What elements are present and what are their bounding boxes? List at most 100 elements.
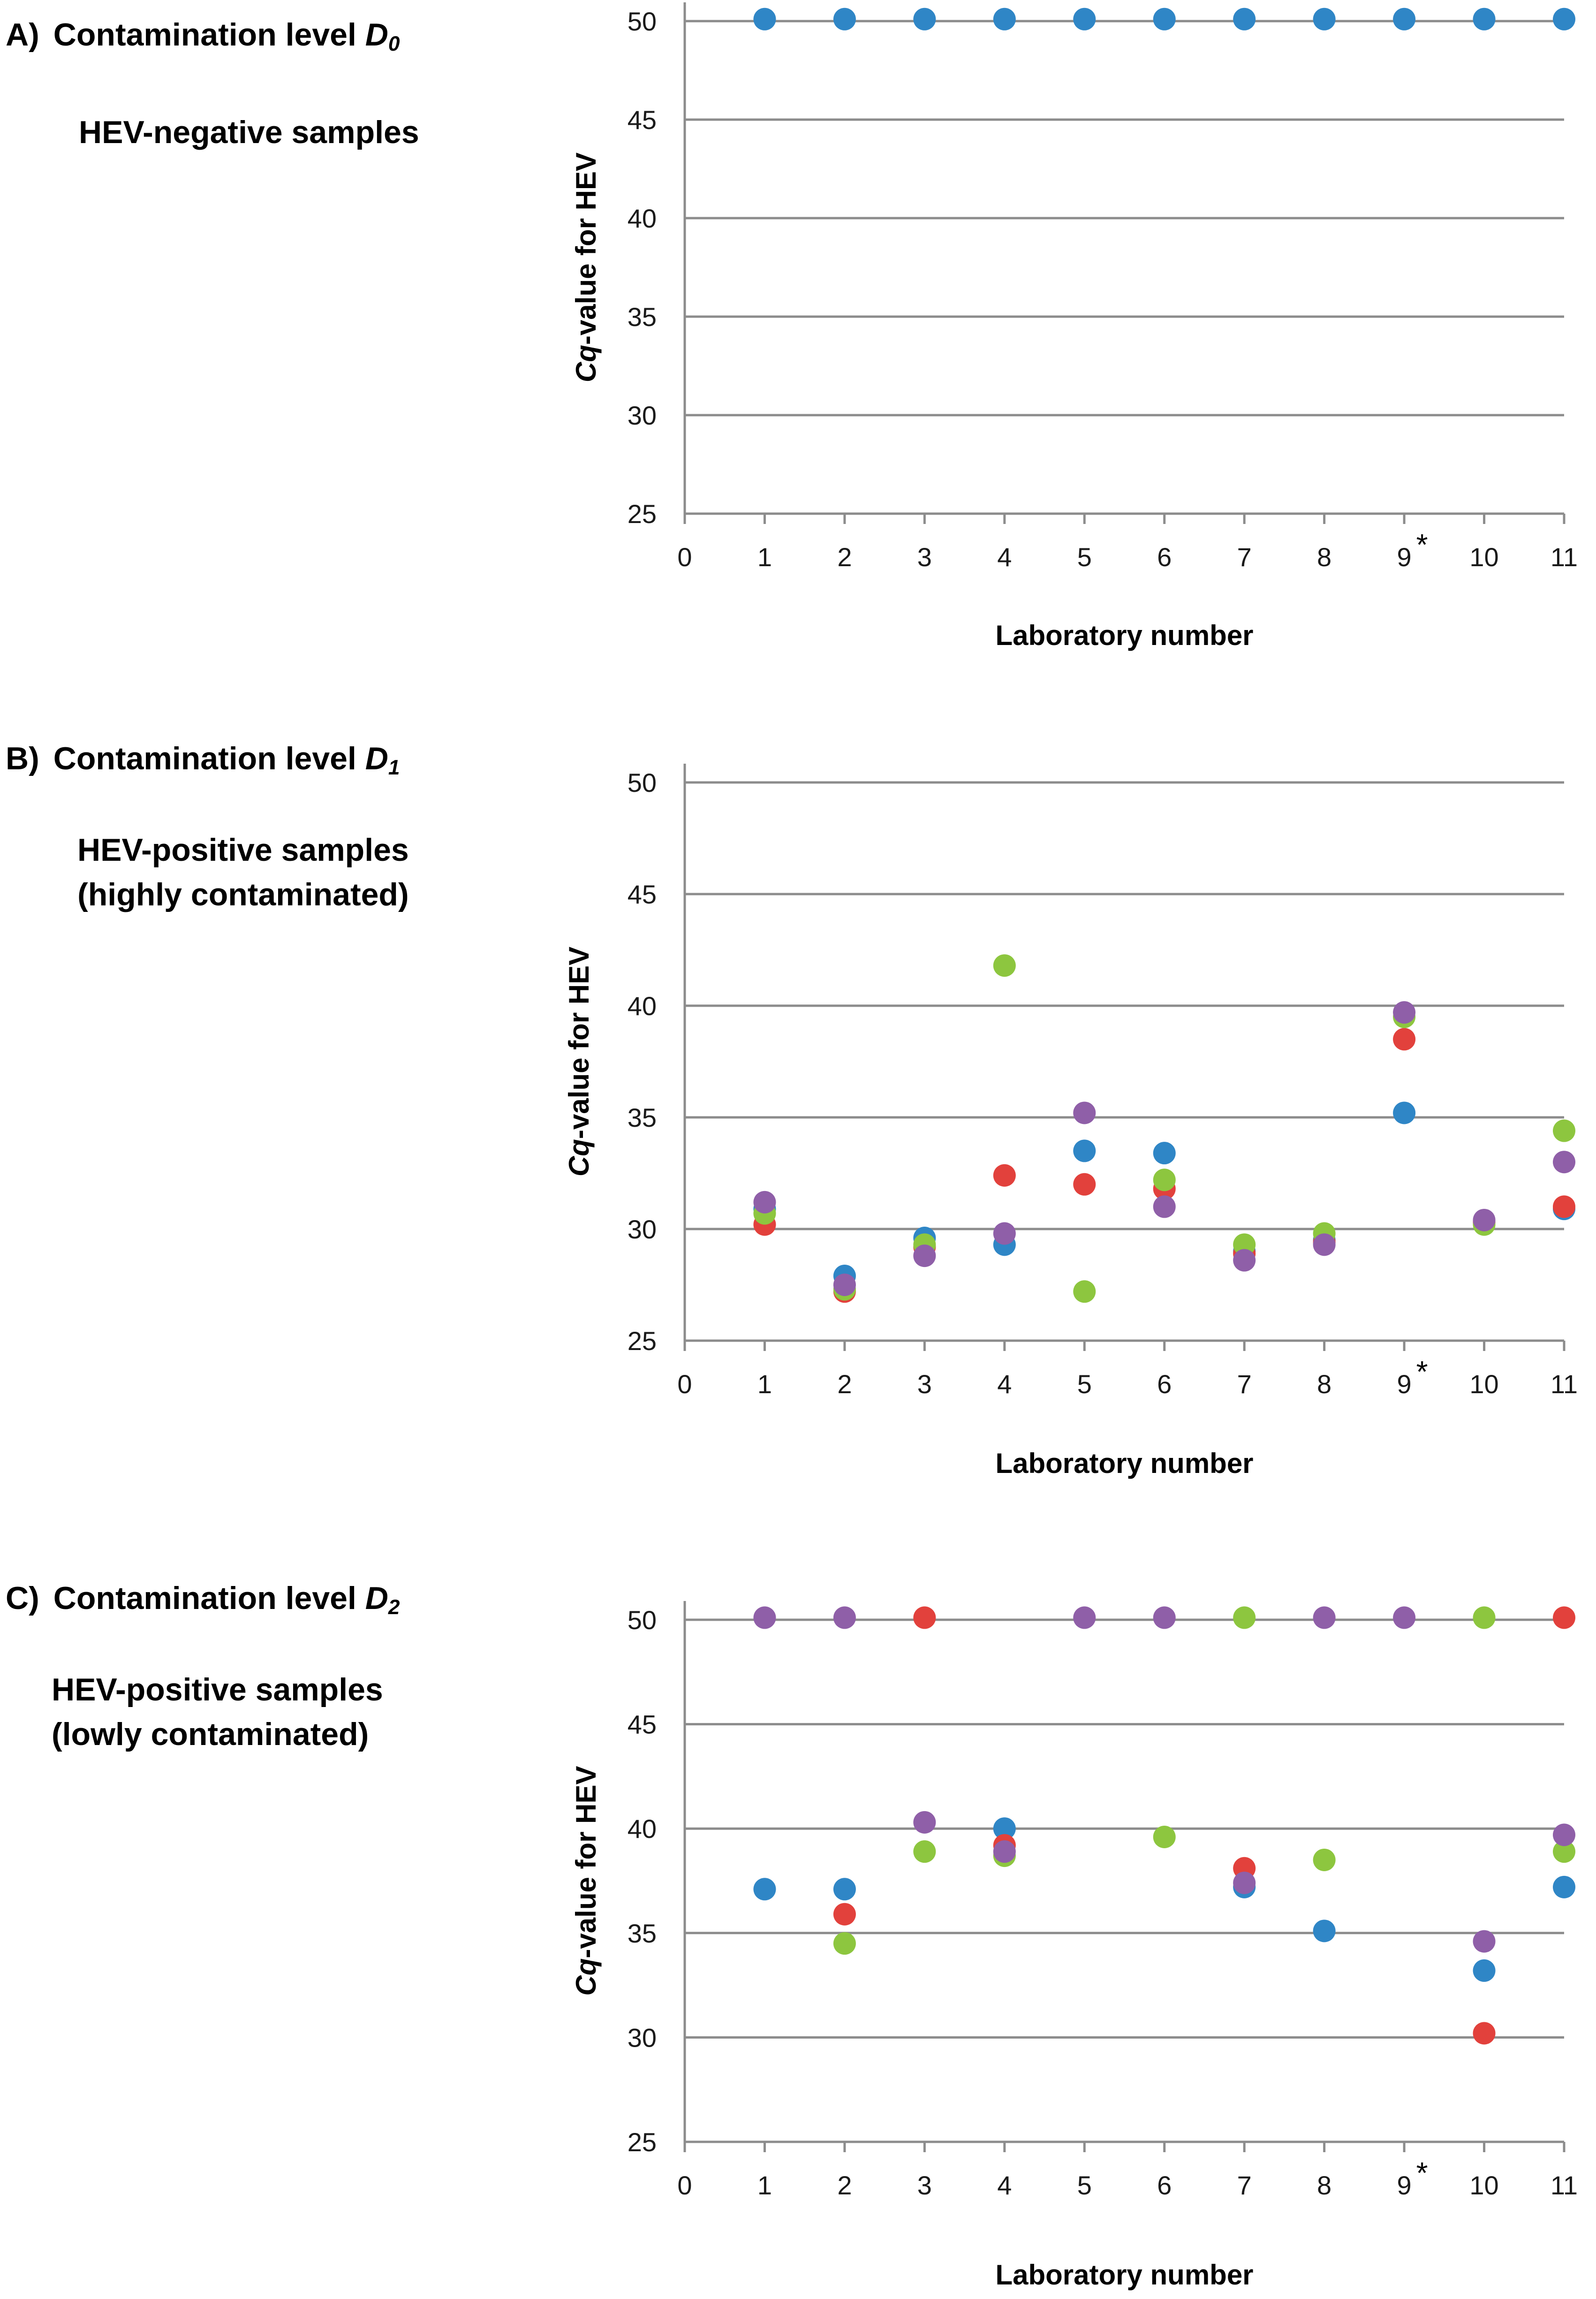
data-point-blue-lab-4 [993, 1817, 1016, 1840]
data-point-blue-lab-10 [1473, 1959, 1496, 1982]
panel-c-title-text: Contamination level [53, 1580, 356, 1616]
data-point-blue-lab-2 [833, 8, 856, 30]
y-tick-label-35: 35 [628, 1919, 657, 1948]
x-tick-label-6: 6 [1157, 542, 1172, 572]
x-axis-title: Laboratory number [995, 1448, 1253, 1479]
data-point-green-lab-3 [913, 1840, 936, 1863]
x-tick-star: * [1416, 1355, 1428, 1389]
data-point-purple-lab-3 [913, 1811, 936, 1834]
y-tick-label-25: 25 [628, 499, 657, 529]
x-tick-label-3: 3 [917, 2170, 932, 2200]
y-axis-title-rest: -value for HEV [563, 947, 595, 1139]
data-point-blue-lab-8 [1313, 8, 1336, 30]
data-point-purple-lab-5 [1073, 1101, 1096, 1124]
data-point-purple-lab-10 [1473, 1208, 1496, 1231]
y-tick-label-50: 50 [628, 1605, 657, 1635]
panel-b-title-text: Contamination level [53, 741, 356, 776]
panel-b-letter: B) [6, 741, 39, 776]
x-tick-label-2: 2 [837, 2170, 852, 2200]
data-point-purple-lab-2 [833, 1274, 856, 1296]
data-point-blue-lab-10 [1473, 8, 1496, 30]
panel-b-description: HEV-positive samples (highly contaminate… [77, 828, 409, 917]
y-tick-label-45: 45 [628, 1710, 657, 1739]
panel-a-description: HEV-negative samples [79, 110, 419, 155]
y-tick-label-30: 30 [628, 401, 657, 430]
panel-b-desc-line2: (highly contaminated) [77, 877, 409, 913]
panel-c-level-symbol: D [365, 1580, 388, 1616]
data-point-purple-lab-7 [1233, 1249, 1256, 1272]
data-point-purple-lab-7 [1233, 1871, 1256, 1894]
panel-a-desc-line1: HEV-negative samples [79, 114, 419, 150]
y-axis-title-cq: Cq [563, 1139, 595, 1176]
x-tick-label-1: 1 [757, 2170, 772, 2200]
data-point-green-lab-4 [993, 954, 1016, 977]
data-point-purple-lab-2 [833, 1606, 856, 1629]
y-tick-label-50: 50 [628, 7, 657, 36]
data-point-green-lab-5 [1073, 1280, 1096, 1303]
panel-a-letter: A) [6, 17, 39, 53]
x-tick-label-5: 5 [1077, 2170, 1092, 2200]
y-axis-title-cq: Cq [570, 345, 602, 382]
data-point-blue-lab-1 [753, 8, 776, 30]
data-point-red-lab-9 [1393, 1028, 1416, 1051]
x-tick-label-10: 10 [1469, 542, 1498, 572]
x-tick-label-1: 1 [757, 542, 772, 572]
x-tick-label-11: 11 [1551, 542, 1578, 572]
data-point-green-lab-6 [1153, 1826, 1176, 1849]
data-point-purple-lab-6 [1153, 1195, 1176, 1218]
y-tick-label-30: 30 [628, 2023, 657, 2052]
x-tick-label-0: 0 [677, 2170, 692, 2200]
data-point-purple-lab-9 [1393, 1001, 1416, 1024]
y-axis-title-cq: Cq [570, 1958, 602, 1996]
y-axis-title-rest: -value for HEV [570, 152, 602, 345]
x-tick-label-5: 5 [1077, 542, 1092, 572]
x-tick-label-7: 7 [1237, 2170, 1252, 2200]
y-tick-label-40: 40 [628, 1814, 657, 1844]
panel-b-title: B) Contamination level D1 [6, 743, 400, 778]
x-tick-label-6: 6 [1157, 1369, 1172, 1399]
x-tick-star: * [1416, 2156, 1428, 2190]
y-tick-label-30: 30 [628, 1214, 657, 1244]
y-tick-label-40: 40 [628, 204, 657, 233]
panel-c-desc-line1: HEV-positive samples [52, 1672, 383, 1707]
data-point-purple-lab-8 [1313, 1233, 1336, 1256]
data-point-red-lab-11 [1553, 1606, 1575, 1629]
y-tick-label-35: 35 [628, 302, 657, 332]
data-point-blue-lab-9 [1393, 1101, 1416, 1124]
y-axis-title: Cq-value for HEV [570, 1766, 602, 1996]
x-tick-label-8: 8 [1317, 542, 1331, 572]
data-point-purple-lab-10 [1473, 1930, 1496, 1953]
data-point-green-lab-11 [1553, 1119, 1575, 1142]
data-point-purple-lab-5 [1073, 1606, 1096, 1629]
data-point-blue-lab-8 [1313, 1920, 1336, 1942]
x-tick-label-9: 9 [1397, 2170, 1412, 2200]
data-point-blue-lab-7 [1233, 8, 1256, 30]
data-point-green-lab-7 [1233, 1606, 1256, 1629]
data-point-red-lab-3 [913, 1606, 936, 1629]
data-point-blue-lab-9 [1393, 8, 1416, 30]
y-tick-label-35: 35 [628, 1103, 657, 1132]
y-axis-title-rest: -value for HEV [570, 1766, 602, 1958]
panel-c-title: C) Contamination level D2 [6, 1582, 400, 1618]
data-point-blue-lab-5 [1073, 8, 1096, 30]
x-tick-label-7: 7 [1237, 542, 1252, 572]
panel-a-title-text: Contamination level [53, 17, 356, 53]
x-tick-star: * [1416, 528, 1428, 561]
x-tick-label-11: 11 [1551, 2170, 1578, 2200]
data-point-purple-lab-11 [1553, 1823, 1575, 1846]
data-point-purple-lab-9 [1393, 1606, 1416, 1629]
data-point-blue-lab-11 [1553, 8, 1575, 30]
x-tick-label-8: 8 [1317, 2170, 1331, 2200]
x-tick-label-0: 0 [677, 1369, 692, 1399]
y-axis-title: Cq-value for HEV [570, 152, 602, 382]
x-tick-label-10: 10 [1469, 2170, 1498, 2200]
panel-c-level-sub: 2 [388, 1596, 400, 1619]
data-point-blue-lab-11 [1553, 1875, 1575, 1898]
data-point-purple-lab-1 [753, 1606, 776, 1629]
x-tick-label-1: 1 [757, 1369, 772, 1399]
panel-b-level-symbol: D [365, 741, 388, 776]
data-point-blue-lab-1 [753, 1878, 776, 1901]
